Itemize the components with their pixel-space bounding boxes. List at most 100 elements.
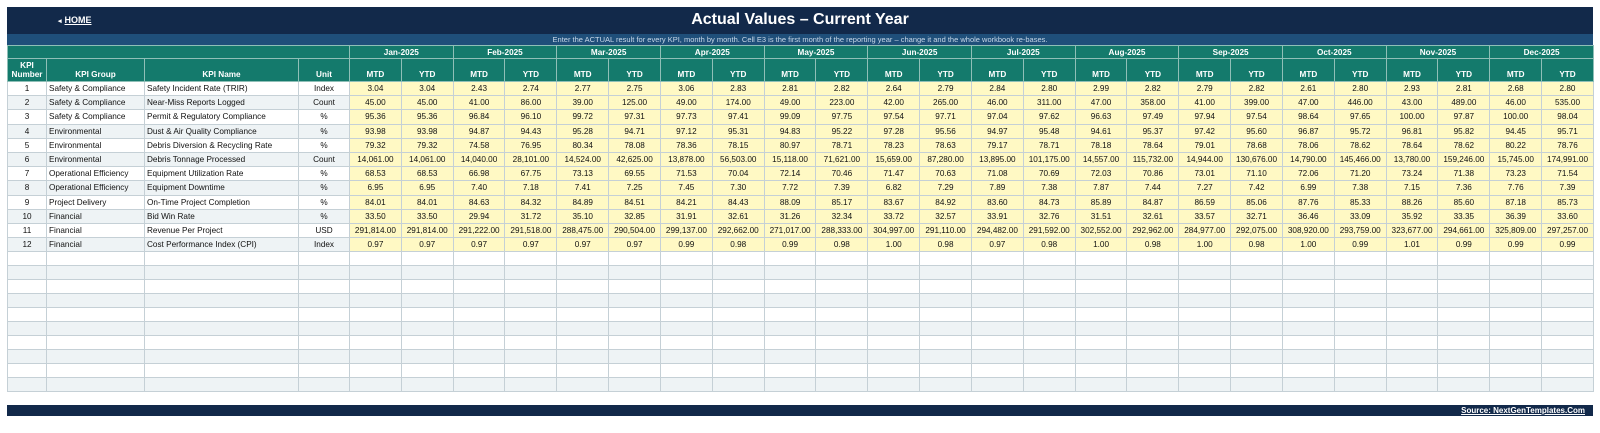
- empty-cell[interactable]: [1281, 307, 1335, 323]
- empty-cell[interactable]: [349, 279, 402, 295]
- ytd-value-cell[interactable]: 2.82: [1230, 80, 1283, 97]
- empty-cell[interactable]: [1385, 251, 1439, 267]
- empty-cell[interactable]: [1385, 377, 1439, 393]
- empty-cell[interactable]: [815, 265, 869, 281]
- ytd-value-cell[interactable]: 32.34: [815, 208, 869, 224]
- ytd-value-cell[interactable]: 0.99: [1333, 237, 1387, 253]
- empty-cell[interactable]: [1333, 279, 1387, 295]
- mtd-value-cell[interactable]: 14,040.00: [452, 151, 506, 168]
- ytd-value-cell[interactable]: 95.48: [1022, 123, 1076, 139]
- ytd-value-cell[interactable]: 292,962.00: [1126, 222, 1180, 239]
- empty-cell[interactable]: [1281, 377, 1335, 393]
- empty-cell[interactable]: [1126, 265, 1180, 281]
- empty-cell[interactable]: [815, 251, 869, 267]
- ytd-value-cell[interactable]: 7.36: [1437, 180, 1491, 196]
- mtd-value-cell[interactable]: 94.87: [452, 123, 506, 139]
- empty-cell[interactable]: [1437, 251, 1491, 267]
- ytd-value-cell[interactable]: 69.55: [608, 166, 661, 182]
- empty-cell[interactable]: [815, 335, 869, 351]
- ytd-value-cell[interactable]: 7.25: [608, 180, 661, 196]
- ytd-value-cell[interactable]: 67.75: [504, 166, 558, 182]
- empty-cell[interactable]: [400, 349, 454, 365]
- mtd-value-cell[interactable]: 1.00: [1178, 237, 1232, 253]
- ytd-value-cell[interactable]: 293,759.00: [1333, 222, 1387, 239]
- empty-cell[interactable]: [867, 377, 921, 393]
- mtd-value-cell[interactable]: 325,809.00: [1489, 222, 1543, 239]
- empty-cell[interactable]: [400, 377, 454, 393]
- mtd-value-cell[interactable]: 74.58: [452, 137, 506, 153]
- empty-cell[interactable]: [1541, 377, 1594, 393]
- empty-cell[interactable]: [1230, 293, 1283, 309]
- ytd-value-cell[interactable]: 2.81: [1437, 80, 1491, 97]
- mtd-value-cell[interactable]: 78.18: [1074, 137, 1128, 153]
- mtd-value-cell[interactable]: 31.26: [763, 208, 817, 224]
- mtd-value-cell[interactable]: 14,557.00: [1074, 151, 1128, 168]
- empty-cell[interactable]: [608, 321, 661, 337]
- empty-cell[interactable]: [349, 363, 402, 379]
- empty-cell[interactable]: [504, 335, 558, 351]
- ytd-value-cell[interactable]: 84.32: [504, 194, 558, 210]
- empty-cell[interactable]: [1541, 251, 1594, 267]
- mtd-value-cell[interactable]: 2.84: [970, 80, 1024, 97]
- ytd-value-cell[interactable]: 0.98: [711, 237, 765, 253]
- empty-cell[interactable]: [1126, 293, 1180, 309]
- empty-cell[interactable]: [1022, 321, 1076, 337]
- empty-cell[interactable]: [659, 321, 713, 337]
- empty-cell[interactable]: [1178, 279, 1232, 295]
- ytd-value-cell[interactable]: 291,110.00: [919, 222, 972, 239]
- empty-cell[interactable]: [711, 265, 765, 281]
- ytd-value-cell[interactable]: 78.71: [815, 137, 869, 153]
- mtd-value-cell[interactable]: 3.04: [349, 80, 402, 97]
- ytd-value-cell[interactable]: 84.51: [608, 194, 661, 210]
- ytd-value-cell[interactable]: 78.71: [1022, 137, 1076, 153]
- ytd-value-cell[interactable]: 3.04: [400, 80, 454, 97]
- ytd-value-cell[interactable]: 32.61: [711, 208, 765, 224]
- mtd-value-cell[interactable]: 95.28: [556, 123, 610, 139]
- mtd-value-cell[interactable]: 14,944.00: [1178, 151, 1232, 168]
- ytd-value-cell[interactable]: 70.04: [711, 166, 765, 182]
- empty-cell[interactable]: [1230, 321, 1283, 337]
- empty-cell[interactable]: [711, 307, 765, 323]
- ytd-value-cell[interactable]: 79.32: [400, 137, 454, 153]
- mtd-value-cell[interactable]: 41.00: [452, 95, 506, 111]
- mtd-value-cell[interactable]: 2.77: [556, 80, 610, 97]
- ytd-value-cell[interactable]: 292,075.00: [1230, 222, 1283, 239]
- ytd-value-cell[interactable]: 32.61: [1126, 208, 1180, 224]
- ytd-value-cell[interactable]: 292,662.00: [711, 222, 765, 239]
- ytd-value-cell[interactable]: 0.98: [1022, 237, 1076, 253]
- empty-cell[interactable]: [1178, 251, 1232, 267]
- mtd-value-cell[interactable]: 33.50: [349, 208, 402, 224]
- empty-cell[interactable]: [919, 293, 972, 309]
- ytd-value-cell[interactable]: 32.71: [1230, 208, 1283, 224]
- empty-cell[interactable]: [349, 307, 402, 323]
- mtd-value-cell[interactable]: 1.00: [1281, 237, 1335, 253]
- mtd-value-cell[interactable]: 78.06: [1281, 137, 1335, 153]
- empty-cell[interactable]: [1126, 363, 1180, 379]
- ytd-value-cell[interactable]: 399.00: [1230, 95, 1283, 111]
- empty-cell[interactable]: [452, 251, 506, 267]
- empty-cell[interactable]: [504, 293, 558, 309]
- mtd-value-cell[interactable]: 94.97: [970, 123, 1024, 139]
- ytd-value-cell[interactable]: 291,592.00: [1022, 222, 1076, 239]
- ytd-value-cell[interactable]: 2.74: [504, 80, 558, 97]
- empty-cell[interactable]: [1385, 321, 1439, 337]
- empty-cell[interactable]: [763, 279, 817, 295]
- empty-cell[interactable]: [556, 279, 610, 295]
- empty-cell[interactable]: [1385, 279, 1439, 295]
- mtd-value-cell[interactable]: 31.51: [1074, 208, 1128, 224]
- empty-cell[interactable]: [1489, 321, 1543, 337]
- ytd-value-cell[interactable]: 42,625.00: [608, 151, 661, 168]
- empty-cell[interactable]: [400, 307, 454, 323]
- mtd-value-cell[interactable]: 1.01: [1385, 237, 1439, 253]
- empty-cell[interactable]: [1281, 279, 1335, 295]
- ytd-value-cell[interactable]: 94.43: [504, 123, 558, 139]
- mtd-value-cell[interactable]: 68.53: [349, 166, 402, 182]
- empty-cell[interactable]: [1437, 293, 1491, 309]
- ytd-value-cell[interactable]: 14,061.00: [400, 151, 454, 168]
- ytd-value-cell[interactable]: 33.50: [400, 208, 454, 224]
- empty-cell[interactable]: [1126, 349, 1180, 365]
- empty-cell[interactable]: [711, 293, 765, 309]
- ytd-value-cell[interactable]: 84.73: [1022, 194, 1076, 210]
- empty-cell[interactable]: [1230, 335, 1283, 351]
- ytd-value-cell[interactable]: 84.43: [711, 194, 765, 210]
